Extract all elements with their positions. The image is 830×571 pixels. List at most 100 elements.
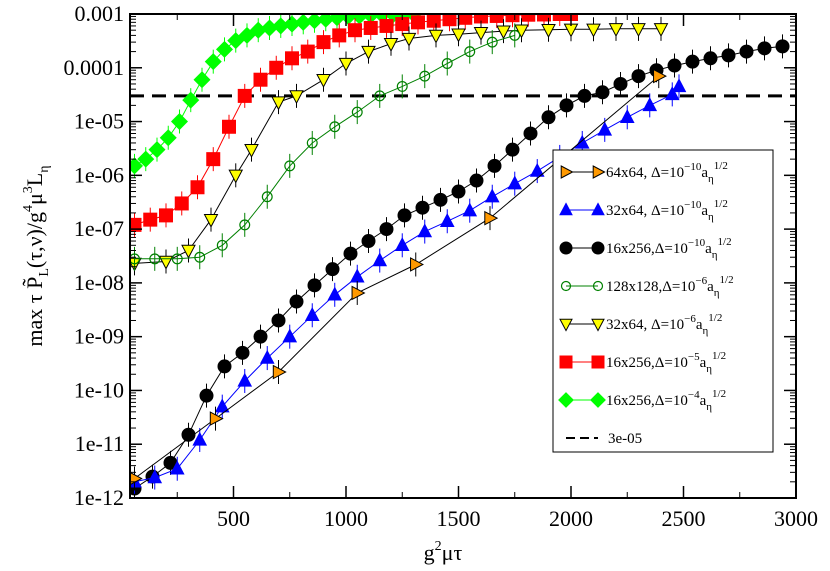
legend-label-tail: a bbox=[701, 165, 708, 181]
legend-label-sup: 1/2 bbox=[712, 350, 726, 362]
legend-label-sup: 1/2 bbox=[714, 160, 728, 172]
series-3-point bbox=[171, 253, 183, 265]
series-1-point bbox=[529, 162, 545, 177]
series-4-point bbox=[316, 74, 331, 88]
series-5-point bbox=[505, 14, 520, 23]
legend-swatch-marker bbox=[591, 241, 605, 255]
series-4-point bbox=[428, 29, 444, 44]
series-5-point bbox=[269, 60, 284, 75]
series-4 bbox=[130, 16, 669, 276]
legend-label-6: 16x256,Δ=10−4aη1/2 bbox=[606, 388, 726, 413]
y-tick-label: 1e-05 bbox=[74, 109, 124, 134]
series-6-point bbox=[130, 157, 144, 175]
series-4-point bbox=[244, 143, 259, 158]
series-3-point bbox=[486, 36, 498, 48]
series-5 bbox=[130, 14, 578, 237]
series-5-point bbox=[222, 119, 236, 134]
legend-label-exp: −10 bbox=[684, 199, 702, 211]
series-3-point bbox=[396, 80, 408, 92]
series-5-point bbox=[206, 152, 221, 167]
series-6-point bbox=[204, 53, 222, 71]
series-6-point bbox=[227, 32, 245, 50]
series-1-point bbox=[304, 307, 320, 321]
legend-label-sub: η bbox=[712, 249, 718, 261]
series-5-point bbox=[174, 196, 189, 211]
series-5-point bbox=[348, 23, 362, 38]
legend-item-5: 16x256,Δ=10−5aη1/2 bbox=[559, 350, 726, 375]
series-4-point bbox=[514, 24, 529, 39]
series-3-point bbox=[261, 191, 273, 203]
series-4-point bbox=[653, 23, 669, 38]
series-4-point bbox=[181, 244, 196, 259]
y-axis-label-b: (τ,ν)/g bbox=[22, 212, 47, 268]
series-5-point bbox=[253, 72, 268, 87]
x-tick-label: 500 bbox=[217, 506, 250, 531]
y-tick-label: 1e-10 bbox=[74, 377, 124, 402]
series-4-point bbox=[203, 213, 219, 228]
series-2-point bbox=[433, 192, 448, 207]
y-tick-label: 1e-06 bbox=[74, 162, 124, 187]
x-tick-label: 3000 bbox=[774, 506, 818, 531]
series-2-point bbox=[307, 278, 322, 293]
legend-item-2: 16x256,Δ=10−10aη1/2 bbox=[559, 236, 732, 261]
legend-label-exp: −6 bbox=[695, 275, 707, 287]
legend-label-0: 64x64, Δ=10−10aη1/2 bbox=[606, 160, 728, 185]
legend-label-main: 32x64, Δ=10 bbox=[606, 203, 684, 219]
legend-swatch-marker bbox=[560, 165, 574, 179]
series-4-point bbox=[451, 28, 466, 43]
series-5-point bbox=[442, 14, 457, 27]
series-3-point bbox=[194, 251, 206, 263]
series-2-point bbox=[523, 126, 538, 141]
series-5-point bbox=[379, 18, 394, 33]
legend-swatch-marker bbox=[559, 318, 573, 332]
series-5-point bbox=[411, 15, 425, 30]
series-1-point bbox=[237, 372, 253, 387]
series-4-point bbox=[473, 26, 489, 41]
x-axis-label: g2μτ bbox=[424, 539, 463, 565]
legend-label-sup: 1/2 bbox=[718, 236, 732, 248]
series-1-point bbox=[484, 188, 500, 203]
series-3-point bbox=[329, 121, 341, 133]
legend-label-tail: a bbox=[700, 355, 707, 371]
series-1-point bbox=[282, 328, 298, 343]
x-tick-label: 1000 bbox=[324, 506, 368, 531]
series-1-point bbox=[671, 78, 687, 93]
series-6-point bbox=[137, 150, 155, 168]
series-0-point bbox=[272, 364, 287, 380]
legend-label-tail: a bbox=[700, 393, 707, 409]
x-tick-label: 1500 bbox=[437, 506, 481, 531]
y-axis-label-d: L bbox=[22, 173, 47, 186]
series-2-point bbox=[739, 44, 754, 59]
legend-label-main: 16x256,Δ=10 bbox=[606, 393, 688, 409]
series-3-point bbox=[306, 137, 318, 149]
series-2-point bbox=[361, 234, 376, 249]
series-2-point bbox=[343, 246, 358, 261]
series-1 bbox=[130, 74, 687, 494]
legend-swatch-marker bbox=[559, 355, 573, 369]
legend-label-sup: 1/2 bbox=[720, 274, 734, 286]
legend-swatch-marker bbox=[560, 280, 572, 292]
series-2-point bbox=[541, 110, 556, 125]
legend-label-sup: 1/2 bbox=[714, 198, 728, 210]
legend-item-0: 64x64, Δ=10−10aη1/2 bbox=[560, 160, 728, 185]
legend-label-exp: −6 bbox=[684, 313, 696, 325]
series-2-point bbox=[235, 345, 250, 360]
series-3-point bbox=[284, 160, 296, 172]
legend-swatch-marker bbox=[559, 202, 573, 216]
series-5-point bbox=[159, 208, 173, 223]
y-axis-label-sub1: L bbox=[37, 268, 52, 277]
series-6-point bbox=[148, 141, 166, 159]
series-5-point bbox=[552, 14, 567, 21]
series-4-point bbox=[541, 24, 556, 38]
y-axis-label: max τ P̃L(τ,ν)/g4μ3Lη bbox=[21, 165, 52, 346]
series-0-point bbox=[351, 285, 366, 301]
x-axis-label-sup: 2 bbox=[435, 539, 442, 554]
series-3-point bbox=[351, 106, 363, 118]
series-5-point bbox=[190, 180, 205, 195]
legend-label-tail: a bbox=[696, 317, 703, 333]
y-axis-label-sup1: 4 bbox=[21, 205, 36, 212]
legend-label-sub: η bbox=[703, 325, 709, 337]
legend-label-sub: η bbox=[714, 287, 720, 299]
